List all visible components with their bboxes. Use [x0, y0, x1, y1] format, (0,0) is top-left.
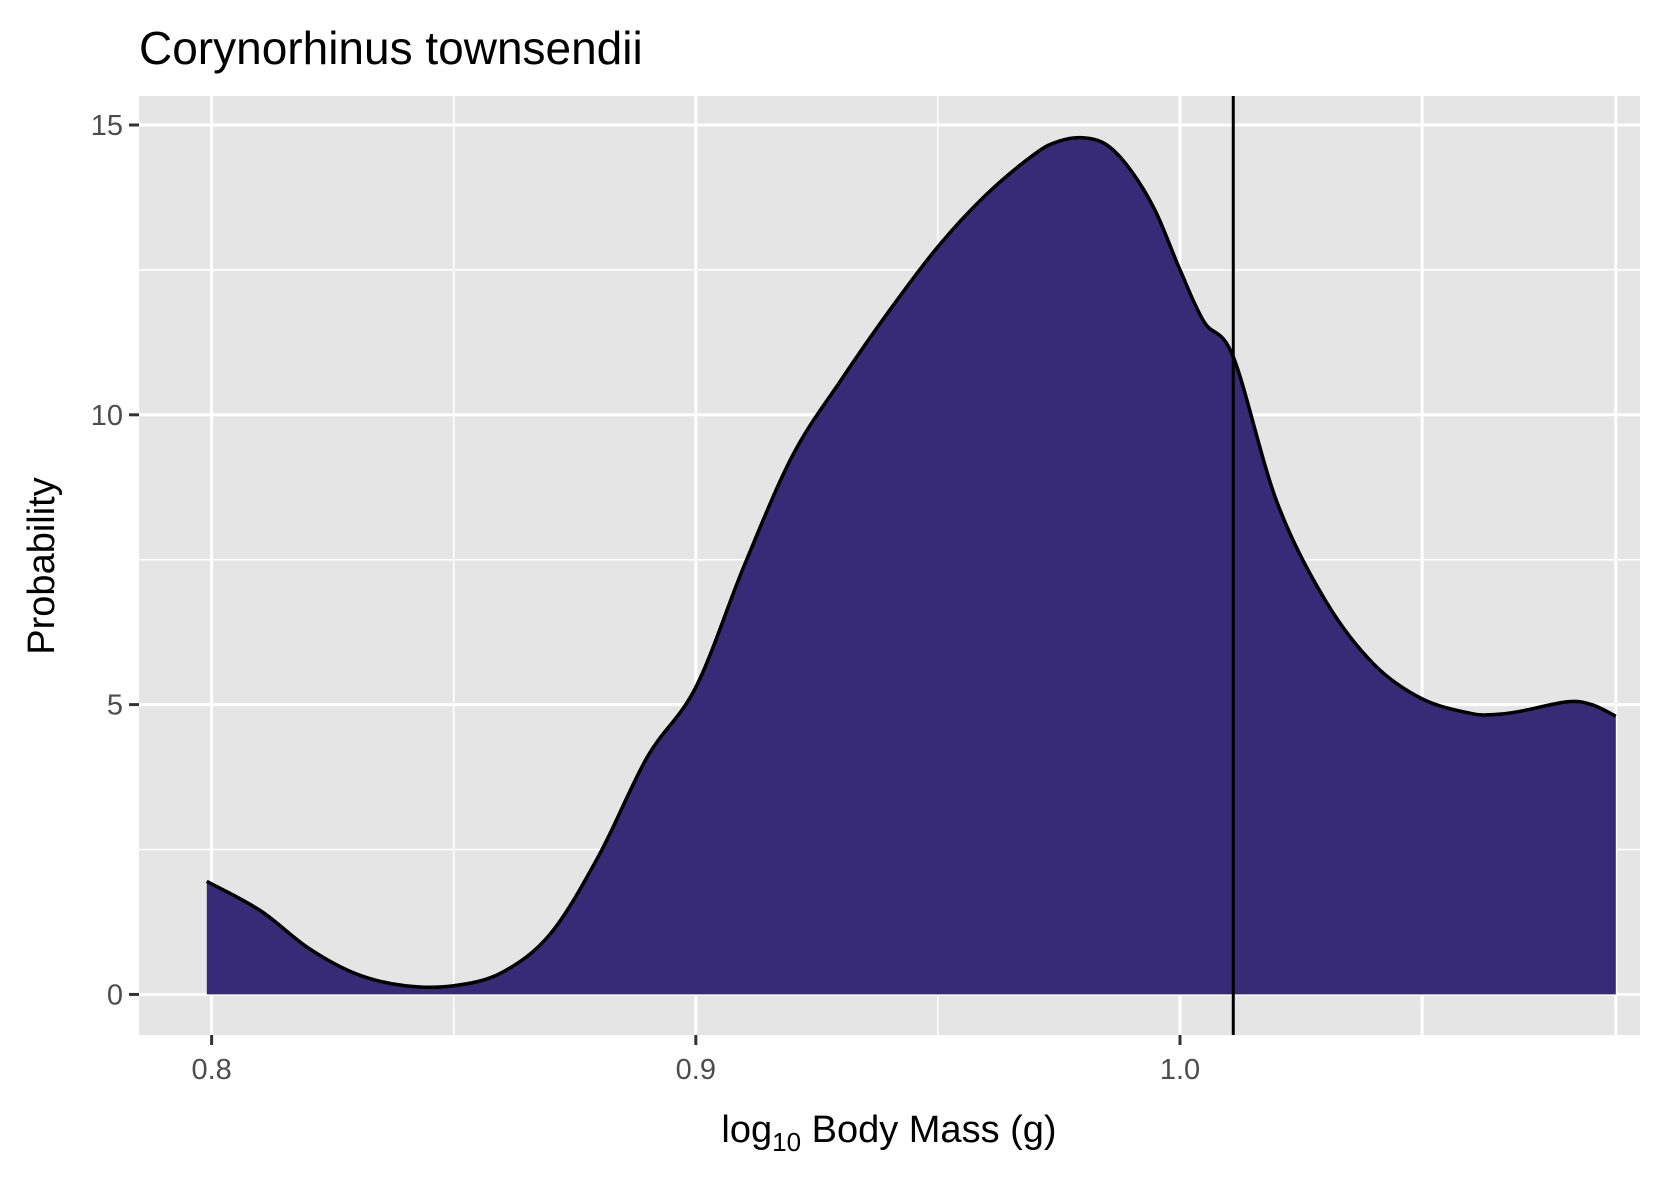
- x-axis-ticks: 0.8 0.9 1.0: [191, 1035, 1200, 1086]
- x-axis-title-subscript: 10: [772, 1127, 801, 1157]
- x-tick-label: 1.0: [1160, 1054, 1200, 1086]
- x-tick-label: 0.8: [191, 1054, 231, 1086]
- y-tick-label: 15: [91, 110, 123, 142]
- x-axis-title: log10 Body Mass (g): [721, 1109, 1056, 1157]
- y-tick-label: 0: [107, 979, 123, 1011]
- y-tick-label: 5: [107, 690, 123, 722]
- x-axis-title-log: log: [721, 1109, 772, 1151]
- x-tick-label: 0.9: [676, 1054, 716, 1086]
- y-tick-label: 10: [91, 400, 123, 432]
- density-area: [206, 137, 1616, 995]
- x-axis-title-rest: Body Mass (g): [801, 1109, 1057, 1151]
- density-outline: [205, 135, 1617, 990]
- y-axis-title: Probability: [21, 477, 63, 654]
- chart-title: Corynorhinus townsendii: [139, 22, 643, 74]
- y-axis-ticks: 0 5 10 15: [91, 110, 139, 1011]
